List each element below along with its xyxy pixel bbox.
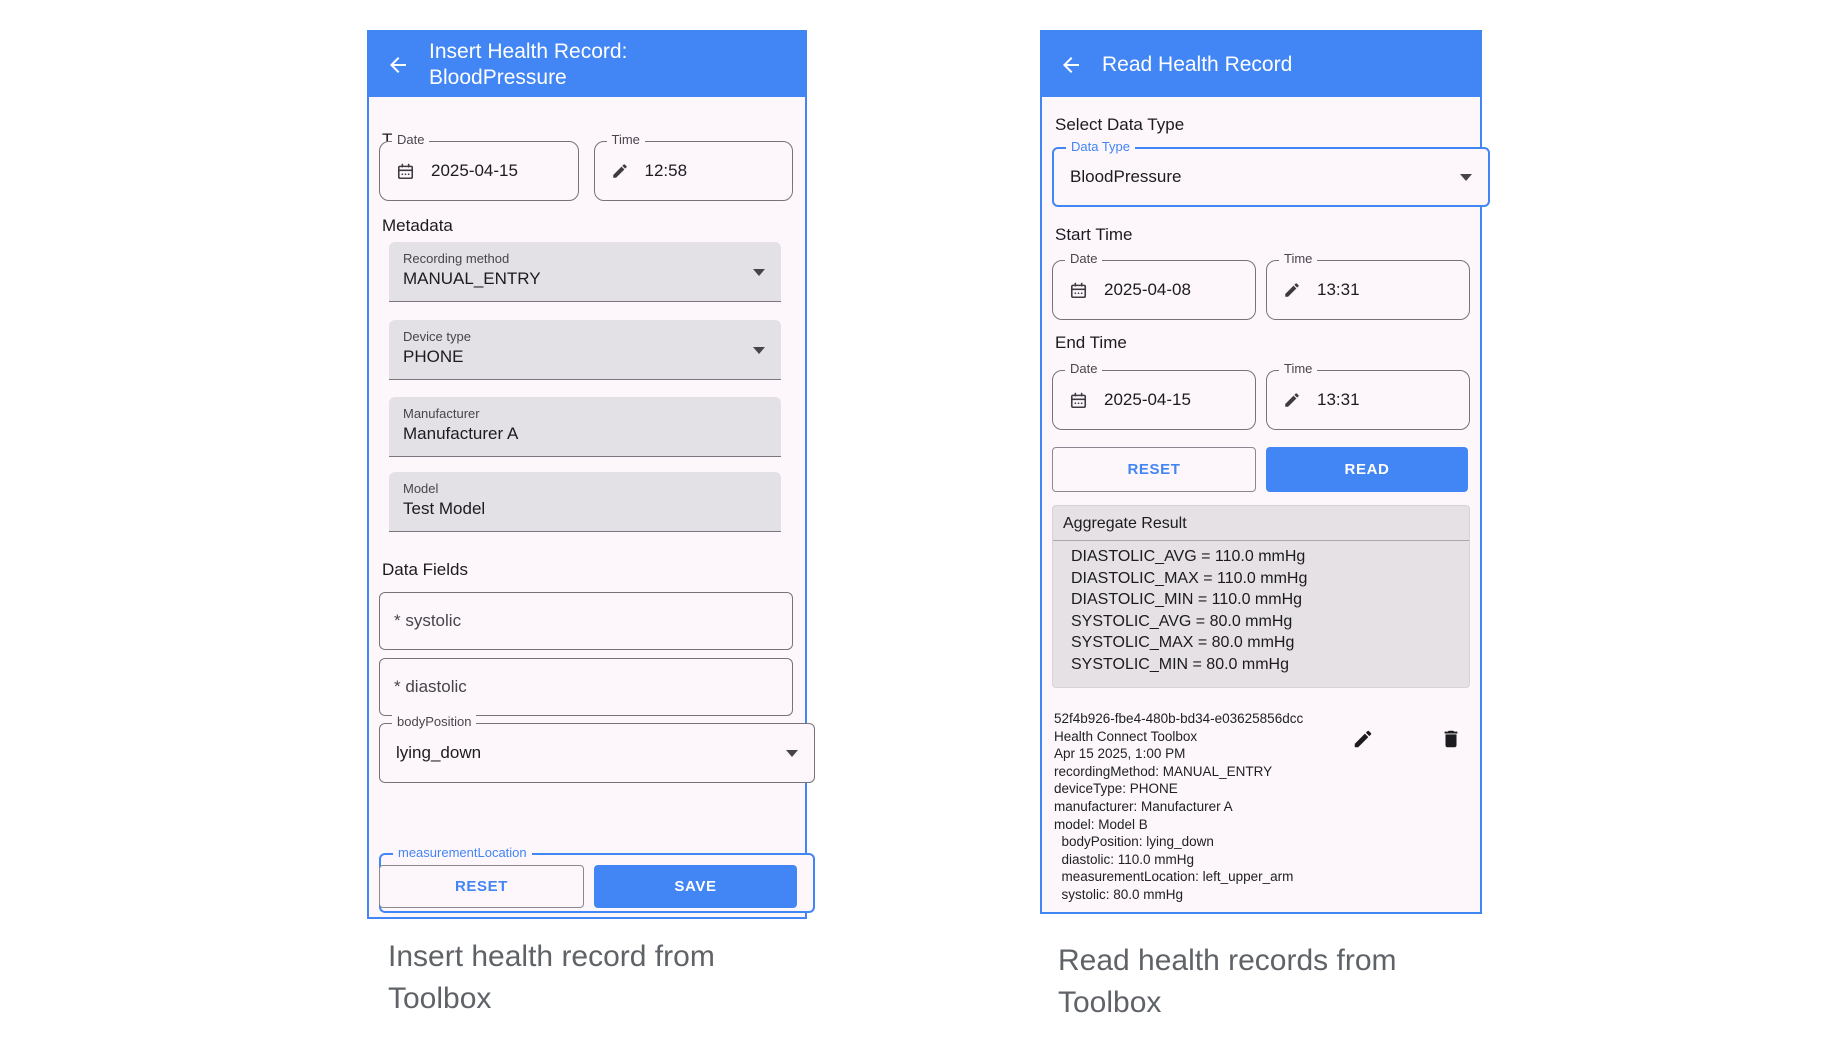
record-id: 52f4b926-fbe4-480b-bd34-e03625856dcc [1054,711,1304,726]
body-position-select[interactable]: bodyPosition lying_down [379,715,815,783]
data-type-select[interactable]: Data Type BloodPressure [1052,140,1490,207]
insert-appbar: Insert Health Record: BloodPressure [369,32,805,97]
aggregate-line: DIASTOLIC_MAX = 110.0 mmHg [1071,569,1308,587]
body-position-label: bodyPosition [392,715,477,729]
aggregate-line: SYSTOLIC_AVG = 80.0 mmHg [1071,612,1293,630]
manufacturer-value: Manufacturer A [403,424,519,443]
select-data-type-label: Select Data Type [1055,115,1185,134]
time-field-label: Time [606,133,645,147]
start-date-label: Date [1065,252,1103,266]
end-time-label: End Time [1055,333,1127,352]
dropdown-caret-icon [753,346,765,354]
back-icon[interactable] [1059,53,1083,77]
end-time-value: 13:31 [1317,390,1360,409]
date-field-label: Date [392,133,430,147]
device-type-label: Device type [403,329,471,344]
reset-button[interactable]: RESET [1052,447,1256,492]
end-date-value: 2025-04-15 [1104,390,1191,409]
record-model: model: Model B [1054,816,1148,832]
time-value: 12:58 [644,161,688,180]
data-type-label: Data Type [1066,140,1136,154]
systolic-input[interactable]: * systolic [379,592,793,650]
data-fields-section-label: Data Fields [382,560,468,579]
insert-caption: Insert health record from Toolbox [388,940,715,1015]
pencil-icon [1285,283,1299,297]
date-value: 2025-04-15 [431,161,518,180]
record-device-type: deviceType: PHONE [1054,781,1178,797]
aggregate-result-title: Aggregate Result [1053,506,1469,541]
model-label: Model [403,481,439,496]
device-type-field[interactable]: Device type PHONE [389,320,781,380]
read-appbar: Read Health Record [1042,32,1480,97]
aggregate-result-panel: Aggregate Result DIASTOLIC_AVG = 110.0 m… [1052,505,1470,688]
record-recording-method: recordingMethod: MANUAL_ENTRY [1054,763,1273,779]
aggregate-line: DIASTOLIC_MIN = 110.0 mmHg [1071,591,1303,608]
calendar-icon [397,163,414,179]
calendar-icon [1070,392,1087,408]
record-measurement-location: measurementLocation: left_upper_arm [1054,869,1294,885]
end-date-label: Date [1065,362,1103,376]
diastolic-placeholder: * diastolic [394,677,467,696]
insert-health-record-screen: Insert Health Record: BloodPressure Time… [367,30,815,919]
read-caption: Read health records from Toolbox [1058,944,1397,1019]
time-field[interactable]: Time 12:58 [593,133,793,201]
end-date-field[interactable]: Date 2025-04-15 [1052,362,1256,430]
model-field[interactable]: Model Test Model [389,472,781,532]
recording-method-field[interactable]: Recording method MANUAL_ENTRY [389,242,781,302]
record-body-position: bodyPosition: lying_down [1054,834,1214,850]
insert-screen-title: Insert Health Record: BloodPressure [429,39,628,89]
edit-record-icon[interactable] [1352,728,1374,750]
record-details: 52f4b926-fbe4-480b-bd34-e03625856dcc Hea… [1054,710,1370,904]
read-health-record-screen: Read Health Record Select Data Type Data… [1040,30,1490,914]
reset-button[interactable]: RESET [379,865,584,908]
calendar-icon [1070,282,1087,298]
end-time-field[interactable]: Time 13:31 [1266,362,1470,430]
diastolic-input[interactable]: * diastolic [379,658,793,716]
body-position-value: lying_down [396,743,482,762]
manufacturer-field[interactable]: Manufacturer Manufacturer A [389,397,781,457]
record-app: Health Connect Toolbox [1054,728,1198,744]
device-type-value: PHONE [403,347,464,366]
read-button[interactable]: READ [1266,447,1468,492]
aggregate-line: DIASTOLIC_AVG = 110.0 mmHg [1071,548,1306,565]
back-icon[interactable] [386,53,410,77]
model-value: Test Model [403,499,486,518]
metadata-section-label: Metadata [382,216,453,235]
dropdown-caret-icon [753,268,765,276]
save-button[interactable]: SAVE [594,865,797,908]
start-date-value: 2025-04-08 [1104,280,1191,299]
end-time-field-label: Time [1279,362,1318,376]
dropdown-caret-icon [786,750,798,757]
dropdown-caret-icon [1460,174,1472,181]
record-diastolic: diastolic: 110.0 mmHg [1054,851,1195,867]
record-timestamp: Apr 15 2025, 1:00 PM [1054,746,1186,762]
record-manufacturer: manufacturer: Manufacturer A [1054,798,1233,814]
start-date-field[interactable]: Date 2025-04-08 [1052,252,1256,320]
pencil-icon [612,164,627,178]
start-time-label: Start Time [1055,225,1133,244]
pencil-icon [1285,393,1299,407]
delete-record-icon[interactable] [1440,728,1462,750]
record-systolic: systolic: 80.0 mmHg [1054,886,1184,902]
systolic-placeholder: * systolic [394,611,462,630]
start-time-field[interactable]: Time 13:31 [1266,252,1470,320]
recording-method-label: Recording method [403,251,510,266]
aggregate-line: SYSTOLIC_MIN = 80.0 mmHg [1071,655,1289,673]
recording-method-value: MANUAL_ENTRY [403,269,541,288]
start-time-field-label: Time [1279,252,1318,266]
data-type-value: BloodPressure [1070,167,1182,186]
date-field[interactable]: Date 2025-04-15 [379,133,579,201]
start-time-value: 13:31 [1317,280,1360,299]
manufacturer-label: Manufacturer [403,406,480,421]
aggregate-line: SYSTOLIC_MAX = 80.0 mmHg [1071,634,1295,651]
measurement-location-label: measurementLocation [393,846,532,860]
read-screen-title: Read Health Record [1102,52,1293,76]
